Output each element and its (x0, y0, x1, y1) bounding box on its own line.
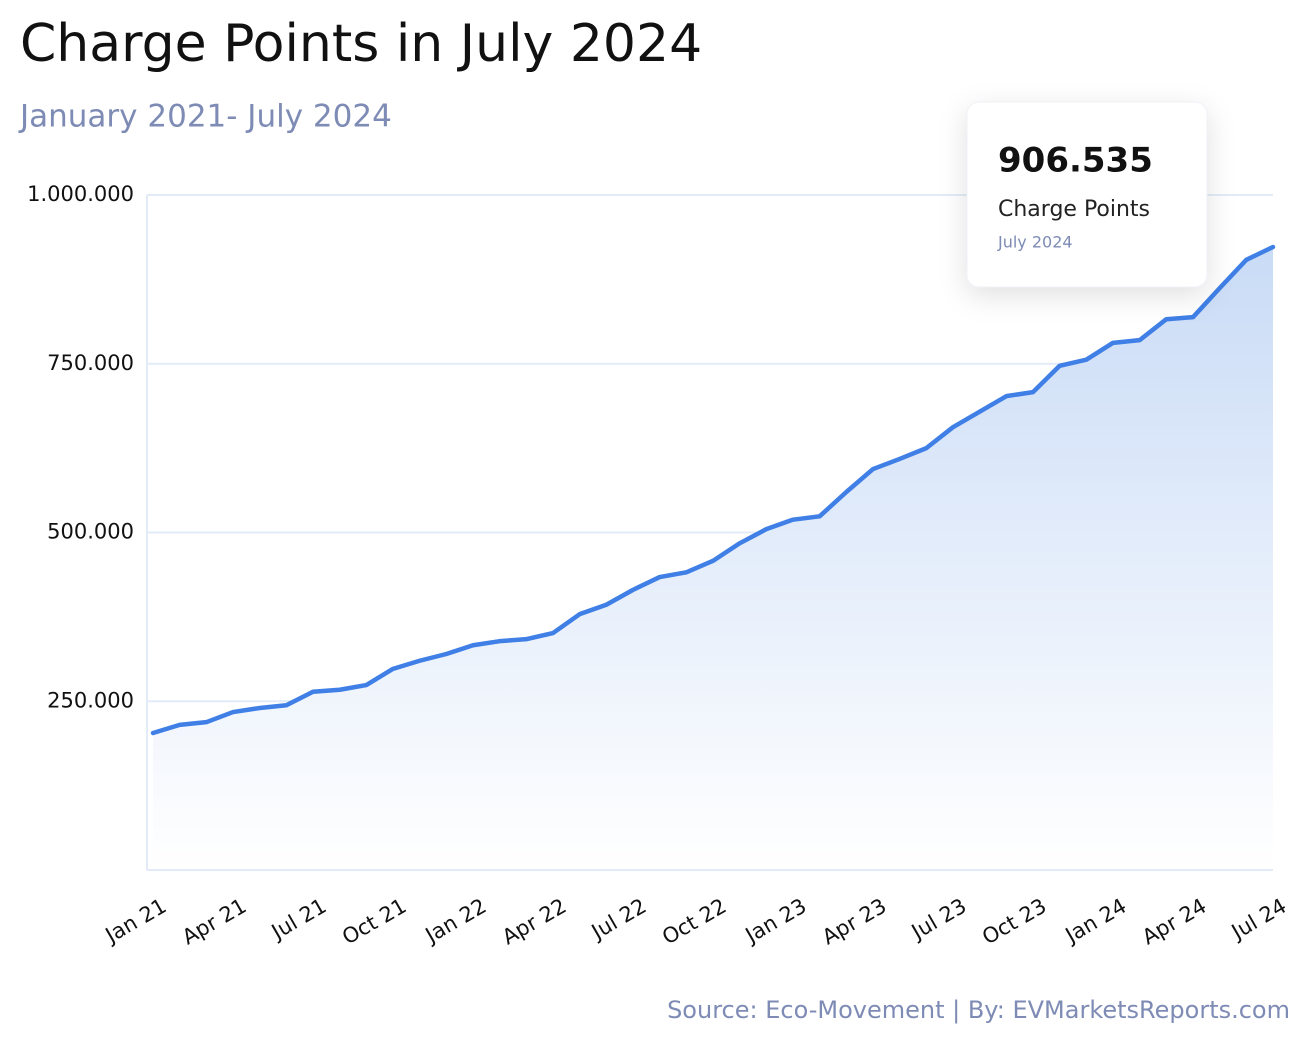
x-tick-label: Apr 23 (818, 894, 890, 950)
x-tick-label: Apr 21 (178, 894, 250, 950)
chart-subtitle: January 2021- July 2024 (18, 99, 392, 135)
tooltip-date: July 2024 (997, 233, 1073, 252)
x-tick-label: Jan 22 (420, 894, 491, 949)
tooltip: 906.535 Charge Points July 2024 (966, 101, 1208, 288)
y-tick-label: 750.000 (47, 351, 134, 375)
x-tick-label: Apr 24 (1138, 894, 1210, 950)
y-tick-label: 1.000.000 (27, 182, 134, 206)
x-tick-label: Jan 24 (1060, 894, 1131, 949)
y-tick-label: 500.000 (47, 520, 134, 544)
y-tick-label: 250.000 (47, 688, 134, 712)
x-tick-label: Oct 21 (338, 894, 410, 950)
x-tick-label: Jan 23 (740, 894, 811, 949)
x-tick-label: Jan 21 (100, 894, 171, 949)
x-tick-label: Oct 23 (978, 894, 1050, 950)
tooltip-box (966, 101, 1208, 288)
x-tick-label: Apr 22 (498, 894, 570, 950)
x-tick-label: Jul 21 (266, 894, 331, 945)
tooltip-series: Charge Points (998, 197, 1150, 222)
source-note: Source: Eco-Movement | By: EVMarketsRepo… (667, 996, 1290, 1024)
x-tick-label: Jul 22 (586, 894, 651, 945)
x-tick-label: Oct 22 (658, 894, 730, 950)
x-tick-label: Jul 23 (906, 894, 971, 945)
area-fill (153, 246, 1273, 871)
x-tick-label: Jul 24 (1226, 894, 1291, 945)
tooltip-value: 906.535 (998, 141, 1153, 181)
series-line (150, 244, 1276, 736)
chart-title: Charge Points in July 2024 (20, 14, 702, 74)
